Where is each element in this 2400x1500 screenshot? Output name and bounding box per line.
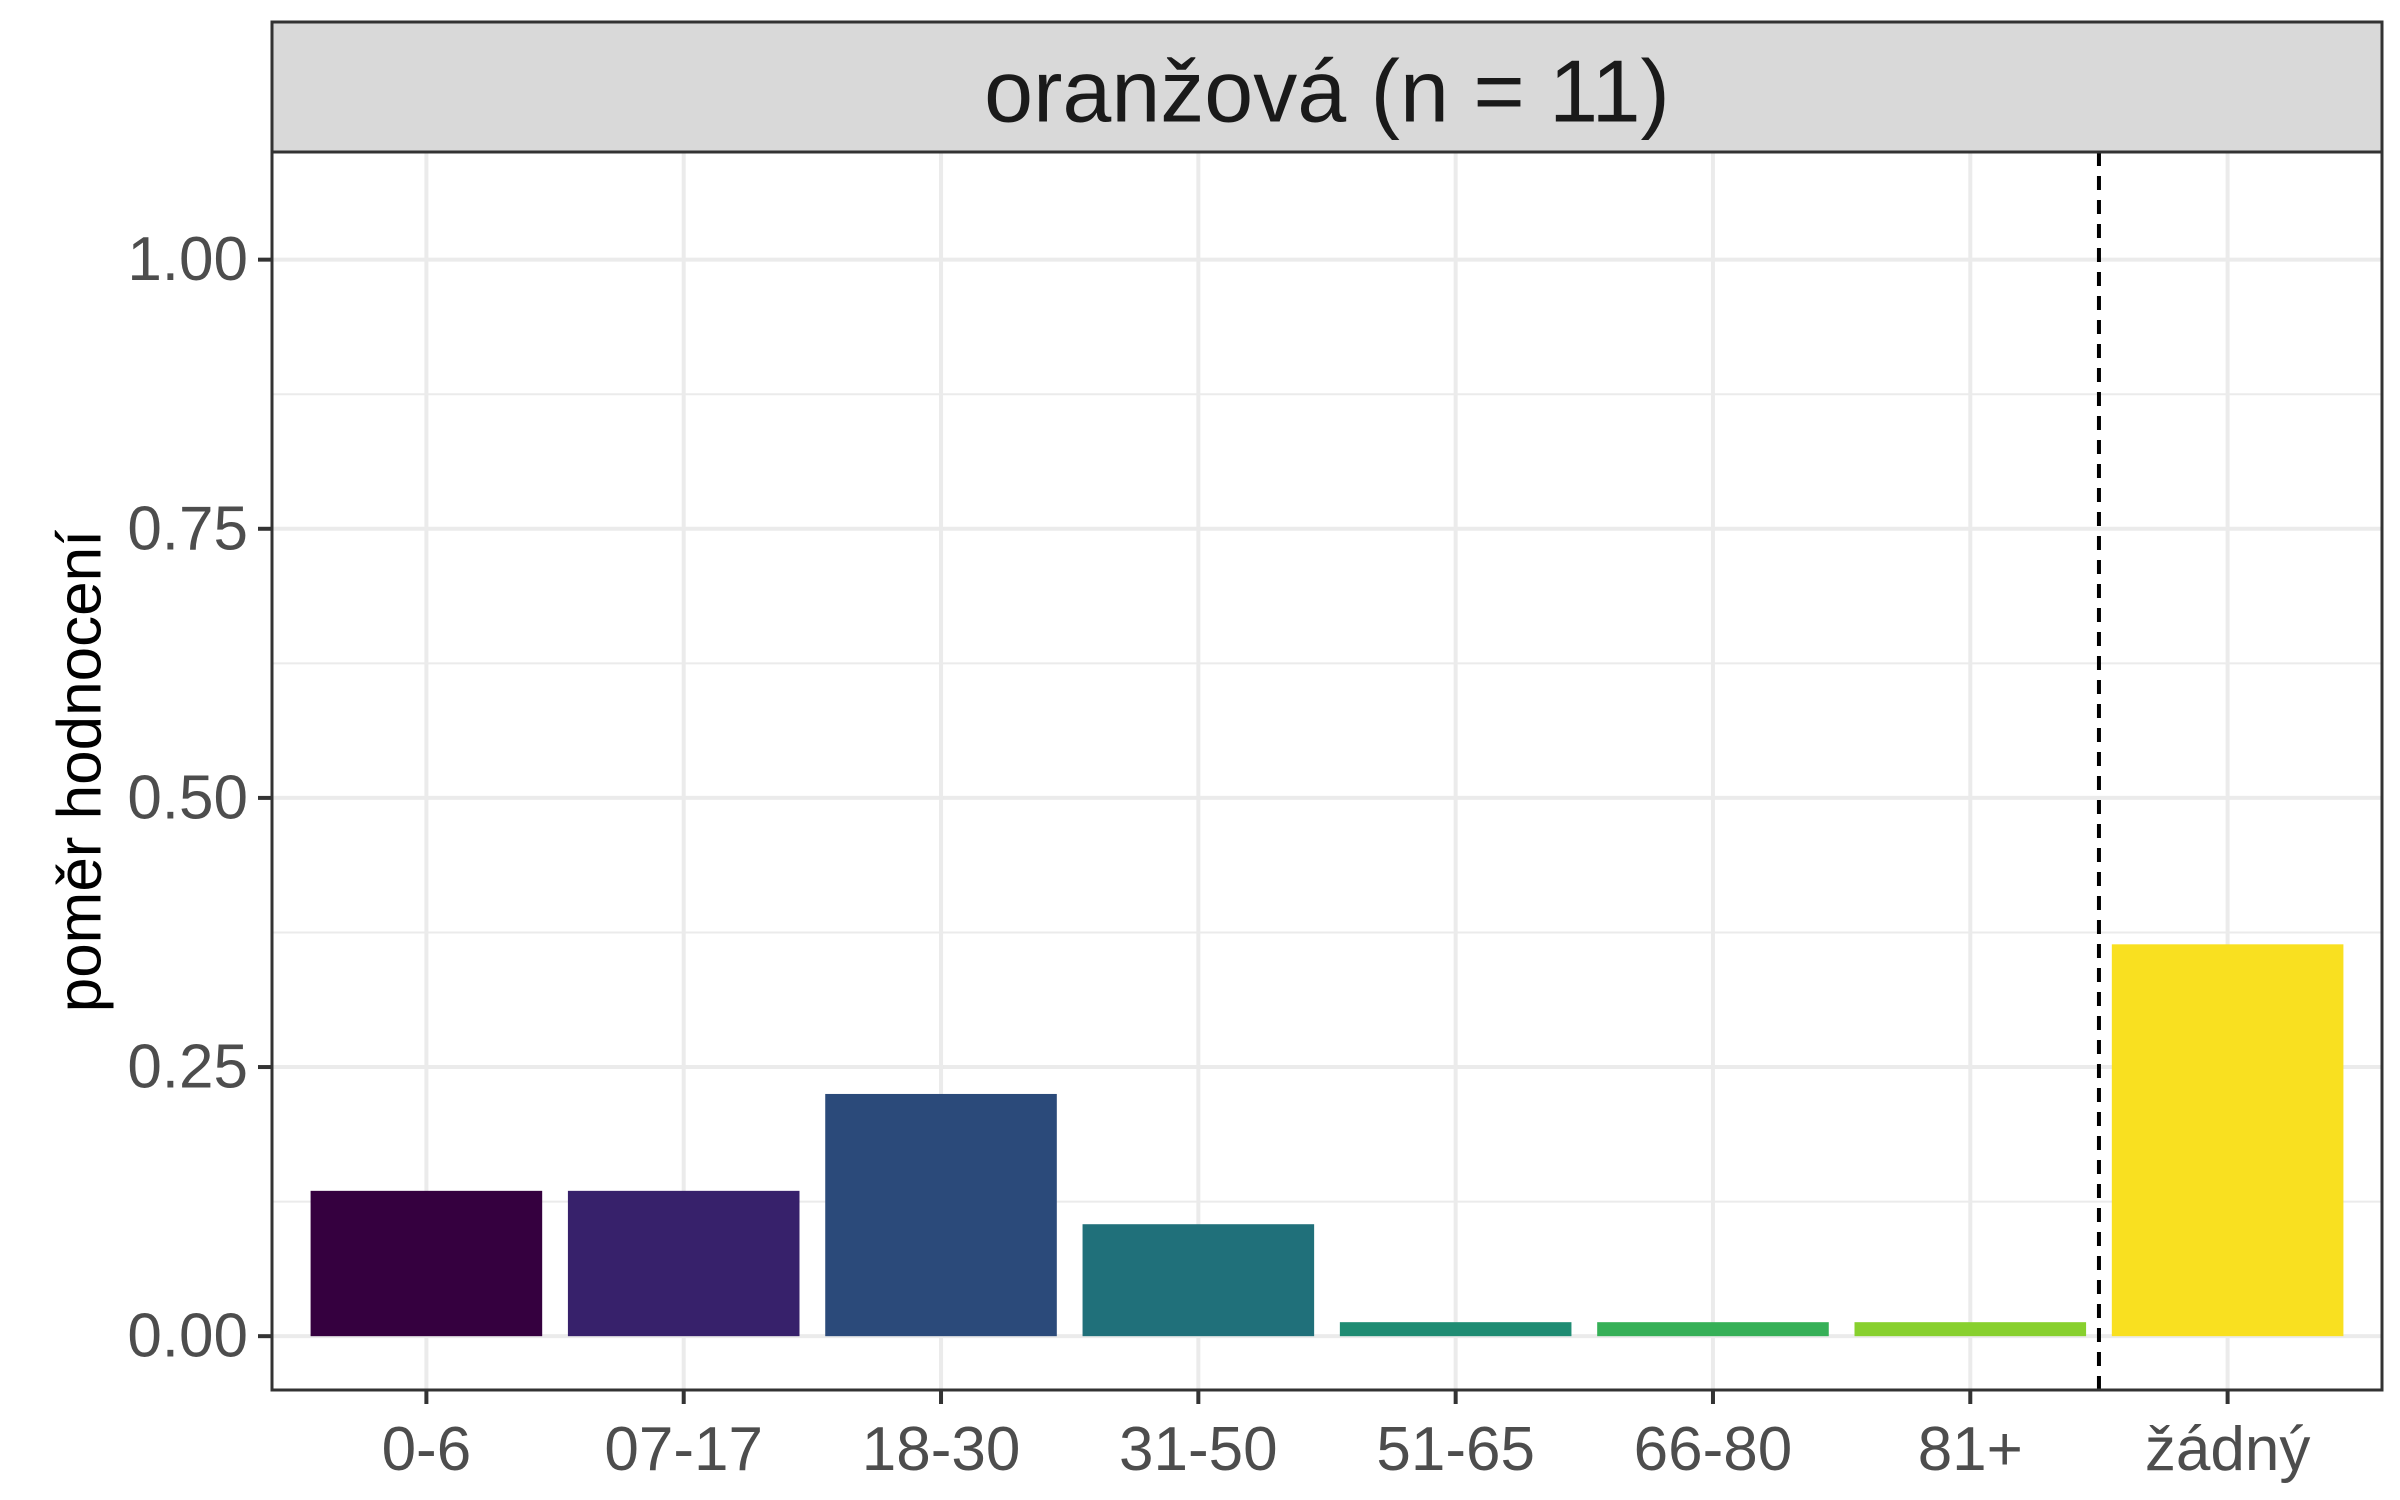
panel-border [270, 150, 2384, 1392]
plot-panel [270, 150, 2384, 1392]
bar-66-80 [1597, 1322, 1829, 1337]
facet-strip: oranžová (n = 11) [270, 20, 2384, 154]
y-axis-title: poměr hodnocení [46, 530, 115, 1013]
x-tick-label: 07-17 [604, 1415, 763, 1484]
y-tick-label: 0.75 [127, 494, 248, 563]
x-tick-label: 51-65 [1376, 1415, 1535, 1484]
bar-07-17 [567, 1190, 800, 1337]
bar-51-65 [1339, 1322, 1572, 1337]
bar-18-30 [825, 1093, 1057, 1337]
bar-81+ [1854, 1322, 2087, 1337]
x-tick-label: 0-6 [382, 1415, 472, 1484]
bar-žádný [2111, 944, 2344, 1337]
x-tick-label: 31-50 [1119, 1415, 1278, 1484]
x-tick-label: 18-30 [862, 1415, 1021, 1484]
y-tick-label: 0.50 [127, 763, 248, 832]
bar-31-50 [1082, 1224, 1315, 1337]
facet-strip-background [270, 20, 2384, 154]
y-tick-label: 0.25 [127, 1033, 248, 1102]
x-tick-label: 66-80 [1634, 1415, 1793, 1484]
facet-title: oranžová (n = 11) [984, 42, 1670, 141]
panel-background [272, 152, 2382, 1390]
x-tick-label: žádný [2145, 1415, 2310, 1484]
y-tick-label: 1.00 [127, 225, 248, 294]
y-tick-label: 0.00 [127, 1302, 248, 1371]
x-tick-label: 81+ [1918, 1415, 2023, 1484]
bar-0-6 [310, 1190, 543, 1337]
